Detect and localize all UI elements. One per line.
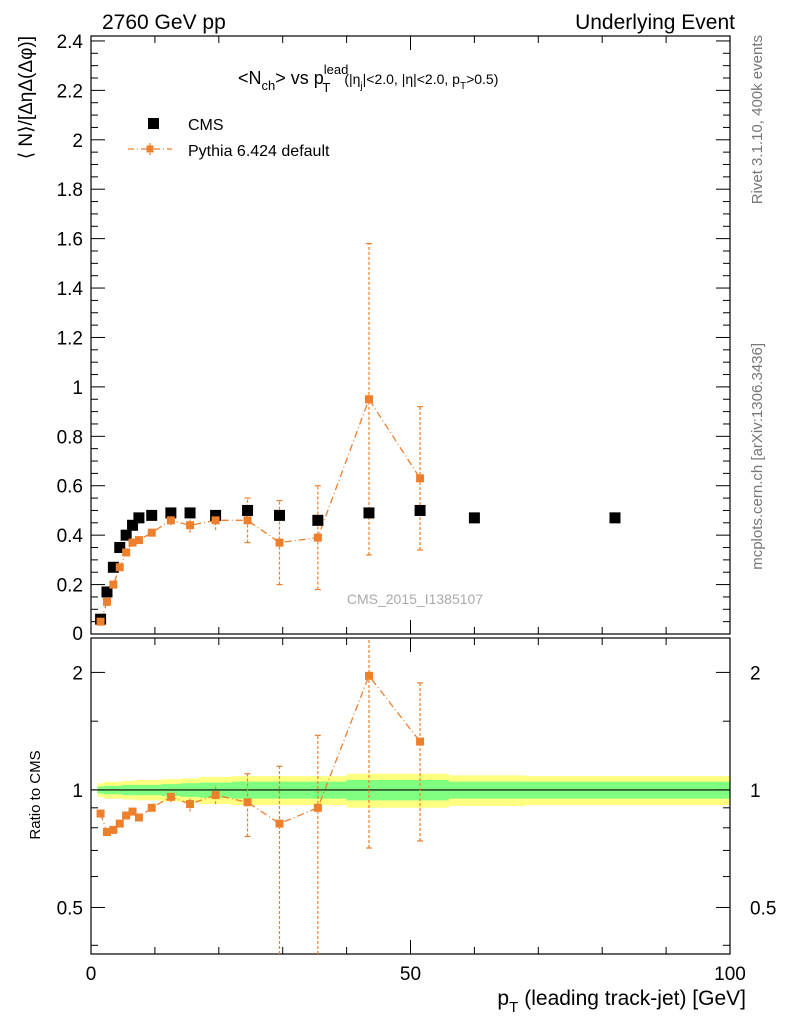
ratio-data-point [134,813,143,822]
cms-data-point [101,586,113,598]
legend-cms-label: CMS [188,117,224,134]
pythia-data-point [122,548,131,557]
pythia-data-point [109,580,118,589]
cms-data-point [210,509,222,521]
y-tick-label: 0.6 [57,477,83,498]
plot-title: <Nch> vs plead T(|ηj|<2.0, |η|<2.0, pT>0.… [238,62,498,95]
legend-pythia-marker [146,145,154,153]
y-tick-label: 1.6 [57,230,83,251]
rivet-label: Rivet 3.1.10, 400k events [749,35,766,204]
ratio-data-point [275,819,284,828]
legend-pythia-label: Pythia 6.424 default [188,143,330,160]
cms-data-point [414,504,426,516]
ratio-data-point [313,803,322,812]
y-tick-label: 1.4 [57,279,84,300]
analysis-watermark: CMS_2015_I1385107 [347,591,483,607]
ratio-data-point [109,825,118,834]
ratio-y-tick-label: 2 [72,663,83,684]
y-tick-label: 2 [72,131,83,152]
ratio-data-point [416,737,425,746]
ratio-y-tick-label-right: 1 [750,781,761,802]
cms-data-point [274,509,286,521]
pythia-line [99,397,421,622]
cms-data-point [363,507,375,519]
pythia-data-point [115,563,124,572]
pythia-data-point [364,395,373,404]
pythia-data-point [275,538,284,547]
cms-data-point [165,507,177,519]
ratio-y-tick-label-right: 2 [750,663,761,684]
ratio-y-tick-label: 1 [72,781,83,802]
plot-layer: 0 50 100 0.2 0.4 0.6 0.8 1 1.2 1.4 1.6 1.8 2 2.2 2.4 0 0… [57,32,777,985]
cms-data-point [468,512,480,524]
cms-data-point [312,514,324,526]
main-plot-frame [90,35,731,635]
y-tick-label: 2.2 [57,81,83,102]
cms-data-point [146,509,158,521]
y-tick-label: 2.4 [57,32,84,53]
y-tick-label-zero: 0 [72,624,83,645]
y-tick-label: 1.2 [57,328,83,349]
cms-data-point [127,519,139,531]
pythia-data-point [243,516,252,525]
main-ylabel: ⟨ N⟩/[ΔηΔ(Δφ)] [16,36,37,159]
legend-cms-marker [148,118,159,129]
y-tick-label: 0.4 [57,526,84,547]
ratio-data-point [364,671,373,680]
pythia-data-point [102,597,111,606]
cms-data-point [120,529,132,541]
ratio-data-point [102,828,111,837]
header-right: Underlying Event [575,11,735,34]
cms-data-point [609,512,621,524]
cms-data-point [184,507,196,519]
y-tick-label: 0.8 [57,427,83,448]
y-tick-label: 1.8 [57,180,83,201]
pythia-data-point [166,516,175,525]
ratio-data-point [96,809,105,818]
cms-data-point [133,512,145,524]
y-tick-label: 1 [72,378,83,399]
pythia-data-point [211,516,220,525]
mcplots-label: mcplots.cern.ch [arXiv:1306.3436] [749,343,766,570]
ratio-ylabel: Ratio to CMS [27,750,44,839]
ratio-y-tick-label-right: 0.5 [750,898,776,919]
cms-data-point [114,542,126,554]
ratio-data-point [122,811,131,820]
y-tick-label: 0.2 [57,576,83,597]
pythia-data-point [147,528,156,537]
ratio-data-point [186,800,195,809]
ratio-data-point [243,798,252,807]
cms-data-point [242,504,254,516]
x-tick-label: 100 [714,964,746,985]
cms-data-point [107,561,119,573]
pythia-data-point [96,617,105,626]
ratio-data-point [147,803,156,812]
pythia-data-point [313,533,322,542]
x-tick-label: 50 [400,964,421,985]
x-axis-label: pT (leading track-jet) [GeV] [497,987,746,1016]
pythia-data-point [416,474,425,483]
ratio-data-point [115,819,124,828]
pythia-data-point [134,536,143,545]
header-left: 2760 GeV pp [102,11,226,34]
ratio-data-point [211,791,220,800]
legend: CMS Pythia 6.424 default [128,117,330,160]
pythia-data-point [186,521,195,530]
ratio-data-point [166,792,175,801]
x-tick-label: 0 [86,964,97,985]
ratio-data-point [128,807,137,816]
pythia-data-point [128,538,137,547]
ratio-y-tick-label: 0.5 [57,898,83,919]
